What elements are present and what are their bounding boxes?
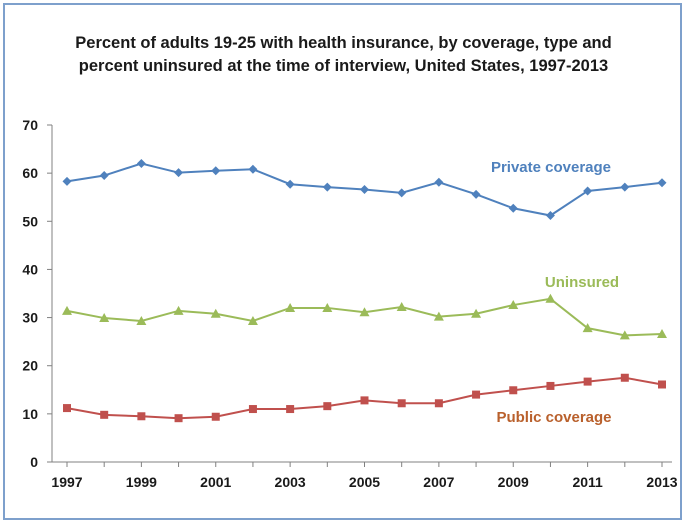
uninsured-point-2006	[396, 301, 407, 311]
public-coverage-label: Public coverage	[496, 409, 611, 426]
public-coverage-point-2011	[583, 377, 592, 386]
y-tick-label: 20	[22, 358, 38, 374]
private-coverage-point-2013	[657, 178, 667, 188]
public-coverage-point-1998	[100, 410, 109, 419]
chart-title-line-1: Percent of adults 19-25 with health insu…	[75, 34, 612, 52]
uninsured-point-2001	[210, 308, 221, 318]
private-coverage-point-2003	[285, 179, 295, 189]
y-tick-label: 40	[22, 261, 38, 277]
x-tick-label: 2003	[275, 474, 306, 490]
chart-title-line-2: percent uninsured at the time of intervi…	[78, 57, 609, 75]
x-tick-label: 2013	[646, 474, 677, 490]
private-coverage-point-2010	[545, 211, 555, 221]
x-tick-label: 1997	[51, 474, 82, 490]
private-coverage-point-2012	[620, 182, 630, 192]
chart-frame	[3, 3, 682, 520]
x-tick-label: 2007	[423, 474, 454, 490]
public-coverage-point-2012	[620, 373, 629, 382]
x-tick-label: 2009	[498, 474, 529, 490]
private-coverage-point-2001	[211, 166, 221, 176]
public-coverage-point-2005	[360, 396, 369, 405]
public-coverage-point-2013	[658, 380, 666, 389]
private-coverage-point-2009	[508, 203, 518, 213]
public-coverage-point-2006	[397, 399, 406, 408]
uninsured-point-2004	[322, 302, 333, 312]
uninsured-point-1999	[136, 315, 147, 325]
private-coverage-point-2000	[174, 168, 184, 178]
public-coverage-point-2002	[248, 405, 257, 414]
uninsured-point-2000	[173, 305, 184, 315]
public-coverage-point-2001	[211, 412, 220, 421]
uninsured-point-2013	[657, 328, 667, 338]
private-coverage-point-1998	[99, 171, 109, 181]
public-coverage-point-2000	[174, 414, 183, 423]
public-coverage-point-1997	[63, 404, 71, 413]
public-coverage-point-2010	[546, 381, 555, 390]
uninsured-point-2012	[619, 330, 630, 340]
uninsured-label: Uninsured	[545, 274, 619, 291]
x-tick-label: 2011	[572, 474, 603, 490]
x-tick-label: 1999	[126, 474, 157, 490]
uninsured-point-2010	[545, 293, 556, 303]
public-coverage-point-2007	[434, 399, 443, 408]
private-coverage-point-2005	[360, 185, 369, 195]
uninsured-point-2002	[247, 315, 258, 325]
private-coverage-point-2004	[322, 182, 332, 192]
private-coverage-point-2008	[471, 189, 481, 199]
uninsured-point-2011	[582, 323, 593, 333]
x-tick-label: 2001	[200, 474, 231, 490]
chart-title: Percent of adults 19-25 with health insu…	[0, 32, 687, 78]
public-coverage-point-2003	[286, 405, 295, 414]
uninsured-point-2007	[433, 311, 444, 321]
private-coverage-label: Private coverage	[491, 159, 611, 176]
uninsured-point-2005	[359, 307, 370, 317]
y-tick-label: 70	[22, 117, 38, 133]
public-coverage-point-2008	[472, 390, 481, 399]
public-coverage-point-2004	[323, 402, 332, 411]
uninsured-point-2009	[508, 300, 519, 310]
uninsured-point-1998	[99, 313, 110, 323]
y-tick-label: 60	[22, 165, 38, 181]
private-coverage-point-1997	[62, 176, 72, 186]
y-tick-label: 50	[22, 213, 38, 229]
y-tick-label: 0	[30, 454, 38, 470]
uninsured-point-2003	[285, 302, 296, 312]
uninsured-point-2008	[471, 308, 482, 318]
public-coverage-point-2009	[509, 386, 518, 395]
uninsured-point-1997	[62, 305, 72, 315]
private-coverage-point-1999	[136, 159, 146, 169]
private-coverage-point-2007	[434, 177, 444, 187]
private-coverage-point-2006	[397, 188, 407, 198]
private-coverage-point-2002	[248, 164, 258, 174]
public-coverage-point-1999	[137, 412, 146, 421]
y-tick-label: 30	[22, 310, 38, 326]
private-coverage-point-2011	[583, 186, 593, 196]
y-tick-label: 10	[22, 406, 38, 422]
x-tick-label: 2005	[349, 474, 380, 490]
uninsured-line	[66, 297, 663, 337]
